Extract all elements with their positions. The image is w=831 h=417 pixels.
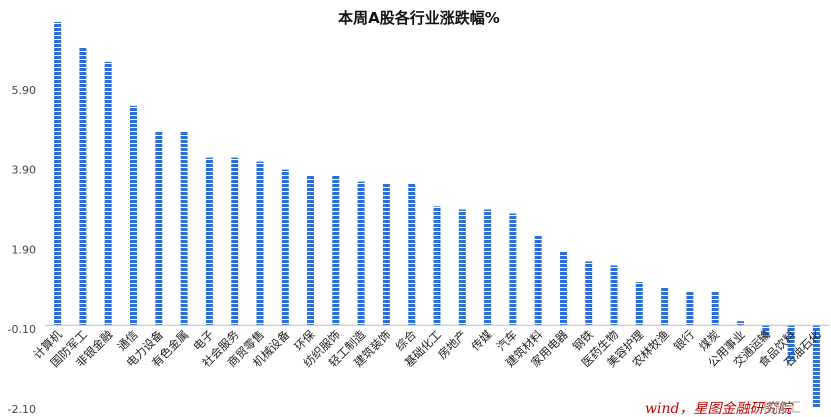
bar — [79, 47, 87, 326]
bar — [762, 325, 770, 338]
bar — [307, 175, 314, 326]
bar — [332, 175, 340, 326]
chart-title: 本周A股各行业涨跌幅% — [338, 9, 500, 27]
bar — [281, 169, 289, 326]
bar — [155, 131, 163, 326]
bar — [686, 291, 694, 326]
bar — [433, 206, 441, 326]
bar — [585, 261, 593, 326]
bar — [610, 265, 618, 326]
bar — [357, 181, 365, 326]
watermark: 格隆汇 — [762, 400, 801, 416]
bar — [130, 105, 137, 326]
y-tick-label: 3.90 — [12, 164, 37, 177]
x-tick-label: 房地产 — [435, 327, 469, 361]
bar — [711, 291, 719, 326]
y-tick-label: 5.90 — [12, 84, 37, 97]
bar — [408, 183, 416, 326]
bar — [534, 235, 542, 326]
bar — [104, 61, 112, 326]
y-tick-label: -0.10 — [8, 323, 36, 336]
bar — [737, 321, 744, 326]
source-annotation: wind，星图金融研究院 — [645, 401, 793, 417]
x-tick-label: 银行 — [671, 327, 697, 353]
bar — [635, 282, 643, 326]
bar — [812, 325, 820, 407]
bar — [231, 157, 239, 326]
bar — [787, 325, 795, 362]
bar — [458, 209, 466, 326]
bar — [484, 209, 492, 326]
y-tick-label: -2.10 — [8, 403, 36, 416]
bar — [205, 157, 213, 326]
bar — [382, 183, 390, 326]
bar — [661, 287, 669, 326]
bar — [54, 22, 62, 326]
bar — [180, 131, 188, 326]
bar — [560, 251, 567, 326]
bar — [509, 213, 517, 326]
x-tick-label: 传媒 — [469, 327, 496, 354]
bar — [256, 161, 264, 326]
y-tick-label: 1.90 — [12, 243, 37, 256]
